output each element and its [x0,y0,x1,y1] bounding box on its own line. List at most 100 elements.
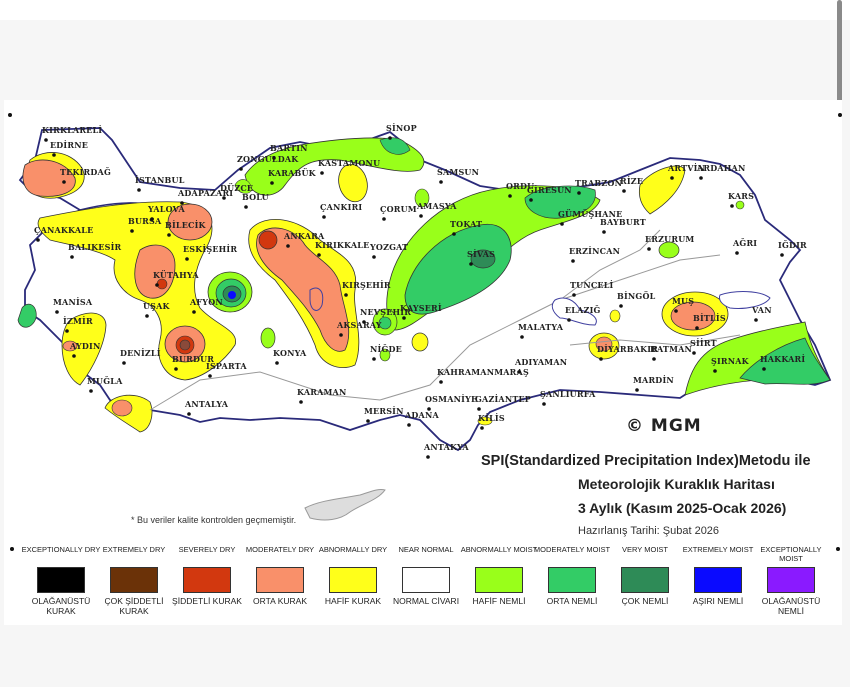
legend-tr-label: OLAĞANÜSTÜ KURAK [31,596,91,616]
city-label: DÜZCE [220,183,253,193]
city-marker [560,222,564,226]
city-marker [402,316,406,320]
city-marker [366,419,370,423]
city-marker [70,255,74,259]
city-marker [619,304,623,308]
city-label: SİİRT [690,338,717,348]
city-label: MERSİN [364,406,404,416]
city-label: AYDIN [69,341,101,351]
city-marker [695,326,699,330]
city-marker [322,215,326,219]
city-label: TEKİRDAĞ [60,167,111,177]
city-label: SİNOP [386,123,417,133]
city-label: İSTANBUL [135,175,185,185]
city-label: KONYA [273,348,307,358]
city-marker [439,380,443,384]
city-label: VAN [751,305,772,315]
city-label: ÇANAKKALE [34,225,93,235]
city-label: BİLECİK [165,220,207,230]
legend-tr-label: ÇOK ŞİDDETLİ KURAK [104,596,164,616]
city-marker [275,361,279,365]
city-marker [382,217,386,221]
city-label: AMASYA [416,201,457,211]
city-marker [344,293,348,297]
city-marker [567,318,571,322]
legend-item: EXTREMELY DRY ÇOK ŞİDDETLİ KURAK [93,545,175,616]
city-marker [222,196,226,200]
city-label: DİYARBAKIR [597,344,658,354]
legend-swatch [475,567,523,593]
city-marker [44,138,48,142]
scrollbar[interactable] [837,0,842,106]
legend-swatch [256,567,304,593]
legend-swatch [767,567,815,593]
city-marker [520,335,524,339]
city-marker [187,412,191,416]
legend-en-label: ABNORMALLY MOIST [460,545,538,554]
city-marker [780,253,784,257]
city-marker [670,176,674,180]
city-marker [362,320,366,324]
city-label: MANİSA [53,297,93,307]
city-label: GÜMÜŞHANE [558,209,622,219]
city-marker [542,402,546,406]
city-label: ERZURUM [645,234,694,244]
city-marker [208,374,212,378]
city-label: KIRŞEHİR [342,280,391,290]
legend-item: VERY MOIST ÇOK NEMLİ [604,545,686,606]
city-marker [62,180,66,184]
legend-item: EXTREMELY MOIST AŞIRI NEMLİ [677,545,759,606]
legend-swatch [621,567,669,593]
city-label: GİRESUN [527,185,572,195]
city-label: ÇORUM [380,204,417,214]
legend-en-label: VERY MOIST [622,545,668,554]
prepared-date: Hazırlanış Tarihi: Şubat 2026 [578,525,720,537]
city-marker [145,314,149,318]
legend-tr-label: ORTA KURAK [252,596,307,606]
city-label: ARTVİN [667,163,705,173]
city-marker [602,230,606,234]
legend-tr-label: ŞİDDETLİ KURAK [172,596,242,606]
city-marker [699,176,703,180]
city-marker [754,318,758,322]
legend-item: SEVERELY DRY ŞİDDETLİ KURAK [166,545,248,606]
city-marker [192,310,196,314]
legend-swatch [37,567,85,593]
city-marker [730,204,734,208]
city-marker [317,253,321,257]
city-label: KIRKLARELİ [42,125,102,135]
city-label: KİLİS [478,413,505,423]
city-marker [89,389,93,393]
city-label: ANTALYA [184,399,229,409]
city-marker [174,367,178,371]
city-label: KAYSERİ [400,303,442,313]
city-label: ESKİŞEHİR [183,244,237,254]
city-label: TRABZON [575,178,622,188]
city-marker [36,238,40,242]
city-label: UŞAK [143,301,171,311]
city-label: AFYON [189,297,223,307]
city-label: ERZİNCAN [569,246,620,256]
legend-swatch [402,567,450,593]
map-title-line2: Meteorolojik Kuraklık Haritası [578,476,775,492]
city-label: DENİZLİ [120,348,161,358]
city-label: KARAMAN [297,387,346,397]
city-label: RİZE [620,176,643,186]
city-label: BİNGÖL [617,291,656,301]
city-label: ELAZIĞ [565,305,601,315]
city-label: GAZİANTEP [475,394,531,404]
city-label: YOZGAT [369,242,408,252]
city-label: KASTAMONU [318,158,380,168]
legend-item: EXCEPTIONALLY DRY OLAĞANÜSTÜ KURAK [20,545,102,616]
city-labels: KIRKLARELİ EDİRNE TEKİRDAĞ İSTANBUL ÇANAKKAL… [34,123,807,459]
city-label: ORDU [506,181,534,191]
city-label: ŞANLIURFA [540,389,596,399]
city-marker [599,357,603,361]
city-marker [130,229,134,233]
legend-en-label: EXTREMELY DRY [102,545,166,554]
city-marker [272,156,276,160]
city-marker [635,388,639,392]
city-marker [180,201,184,205]
city-label: AKSARAY [336,320,382,330]
city-marker [647,247,651,251]
